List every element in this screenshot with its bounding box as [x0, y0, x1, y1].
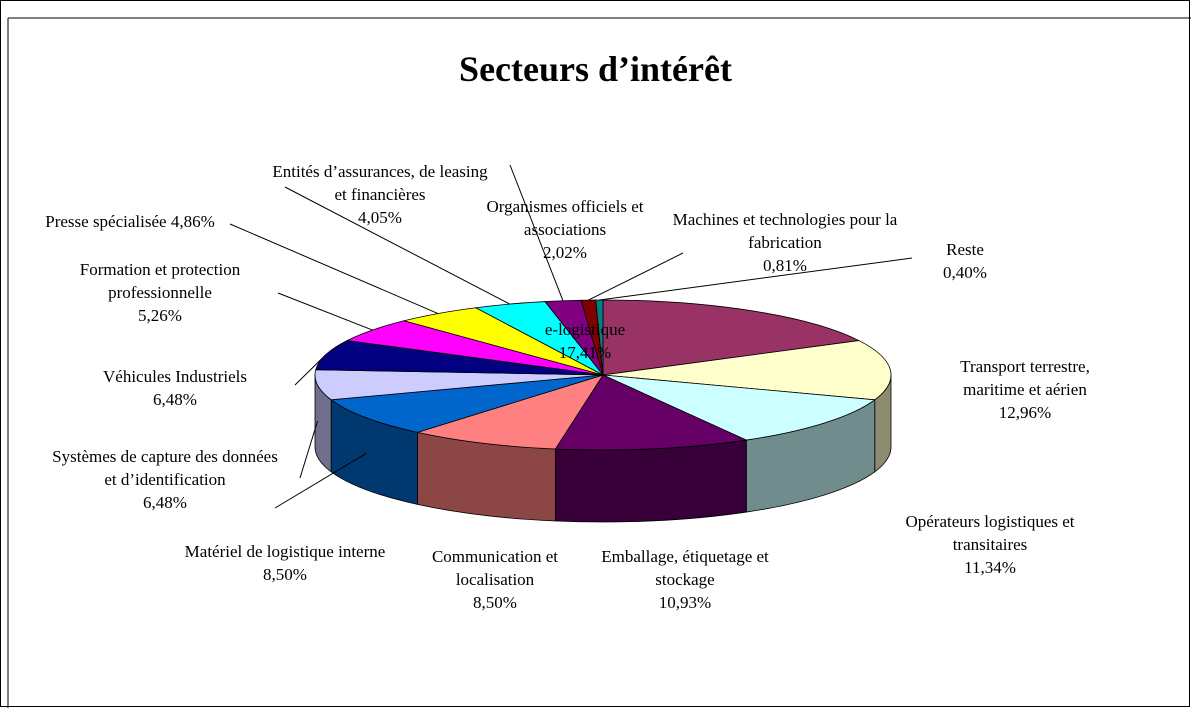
- category-label: Emballage, étiquetage et stockage: [601, 547, 769, 589]
- slice-label: Systèmes de capture des données et d’ide…: [45, 445, 285, 514]
- slice-label: Véhicules Industriels 6,48%: [75, 365, 275, 411]
- slice: [602, 340, 892, 401]
- slice-label: Organismes officiels et associations 2,02…: [465, 195, 665, 264]
- value-label: 11,34%: [964, 558, 1016, 577]
- value-label: 6,48%: [143, 493, 187, 512]
- slice-label: Machines et technologies pour la fabrica…: [665, 208, 905, 277]
- value-label: 6,48%: [153, 390, 197, 409]
- category-label: Formation et protection professionnelle: [79, 260, 241, 302]
- category-label: Machines et technologies pour la fabrica…: [672, 210, 898, 252]
- value-label: 17,41%: [558, 343, 612, 362]
- value-label: 0,81%: [763, 256, 807, 275]
- slice-label: Formation et protection professionnelle 5…: [60, 258, 260, 327]
- category-label: Entités d’assurances, de leasing et fina…: [272, 162, 488, 204]
- leader-line: [588, 252, 684, 301]
- leader-line: [277, 292, 373, 331]
- slice-label: Presse spécialisée 4,86%: [5, 210, 255, 233]
- leader-line: [599, 257, 913, 301]
- slice: [315, 340, 604, 376]
- category-label: Véhicules Industriels: [103, 367, 247, 386]
- value-label: 8,50%: [263, 565, 307, 584]
- slice-label: Reste 0,40%: [925, 238, 1005, 284]
- value-label: 0,40%: [943, 263, 987, 282]
- category-label: Transport terrestre, maritime et aérien: [960, 357, 1090, 399]
- category-label: Organismes officiels et associations: [486, 197, 644, 239]
- category-label: Presse spécialisée: [45, 212, 167, 231]
- category-label: Systèmes de capture des données et d’ide…: [52, 447, 278, 489]
- slice-side: [555, 439, 747, 523]
- slice-label: Emballage, étiquetage et stockage 10,93%: [595, 545, 775, 614]
- slice-label: Communication et localisation 8,50%: [405, 545, 585, 614]
- leader-line: [299, 420, 319, 479]
- leader-line: [274, 453, 367, 509]
- slice-label: Transport terrestre, maritime et aérien 1…: [930, 355, 1120, 424]
- slice: [602, 374, 876, 441]
- slice: [330, 374, 604, 433]
- leader-line: [509, 164, 564, 301]
- category-label: Opérateurs logistiques et transitaires: [905, 512, 1075, 554]
- chart-title: Secteurs d’intérêt: [459, 49, 732, 89]
- slice-label: e-logistique 17,41%: [515, 318, 655, 364]
- slice: [415, 374, 604, 450]
- category-label: e-logistique: [544, 320, 626, 339]
- category-label: Reste: [946, 240, 984, 259]
- category-label: Communication et localisation: [431, 547, 559, 589]
- leader-line: [294, 354, 327, 386]
- slice: [602, 299, 861, 376]
- value-label: 4,86%: [170, 212, 215, 231]
- slice-label: Opérateurs logistiques et transitaires 11…: [880, 510, 1100, 579]
- value-label: 12,96%: [998, 403, 1052, 422]
- value-label: 5,26%: [138, 306, 182, 325]
- leader-line: [229, 223, 439, 314]
- slice-label: Entités d’assurances, de leasing et fina…: [270, 160, 490, 229]
- value-label: 10,93%: [658, 593, 712, 612]
- slice-label: Matériel de logistique interne 8,50%: [160, 540, 410, 586]
- slice: [554, 374, 748, 451]
- value-label: 4,05%: [358, 208, 402, 227]
- category-label: Matériel de logistique interne: [184, 542, 386, 561]
- slice: [314, 369, 604, 401]
- value-label: 2,02%: [543, 243, 587, 262]
- value-label: 8,50%: [473, 593, 517, 612]
- leader-line: [284, 186, 510, 305]
